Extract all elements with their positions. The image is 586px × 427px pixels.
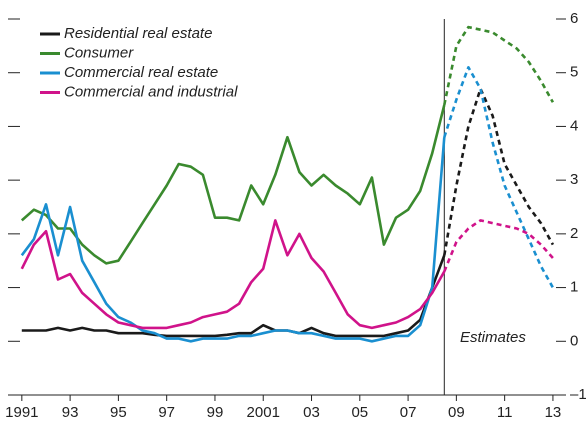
y-tick-label: 0 [570, 332, 578, 349]
legend-label: Commercial real estate [64, 64, 218, 81]
y-tick-label: 3 [570, 171, 578, 188]
series-line-estimate [443, 87, 555, 256]
x-tick-label: 07 [400, 404, 417, 421]
x-tick-label: 05 [351, 404, 368, 421]
x-tick-label: 03 [303, 404, 320, 421]
y-tick-label: –1 [570, 386, 586, 403]
y-tick-label: 4 [570, 117, 578, 134]
y-tick-label: 2 [570, 225, 578, 242]
legend-label: Consumer [64, 44, 134, 61]
series-line-estimate [443, 25, 555, 106]
series-line [20, 137, 446, 343]
x-tick-label: 1991 [5, 404, 38, 421]
series-line [20, 219, 446, 330]
series-line [21, 254, 446, 338]
y-tick-label: 6 [570, 10, 578, 27]
x-tick-label: 95 [110, 404, 127, 421]
x-tick-label: 93 [62, 404, 79, 421]
annotation: Estimates [460, 329, 526, 346]
x-tick-label: 11 [497, 404, 513, 421]
legend-label: Residential real estate [64, 25, 212, 42]
series-line [20, 104, 446, 265]
x-tick-label: 13 [545, 404, 562, 421]
y-tick-label: 5 [570, 64, 578, 81]
series-line-estimate [443, 66, 555, 289]
legend-label: Commercial and industrial [64, 83, 238, 100]
y-tick-label: 1 [570, 279, 578, 296]
x-tick-label: 99 [207, 404, 224, 421]
x-tick-label: 09 [448, 404, 465, 421]
series-line-estimate [443, 219, 554, 272]
x-tick-label: 2001 [247, 404, 280, 421]
x-tick-label: 97 [158, 404, 175, 421]
